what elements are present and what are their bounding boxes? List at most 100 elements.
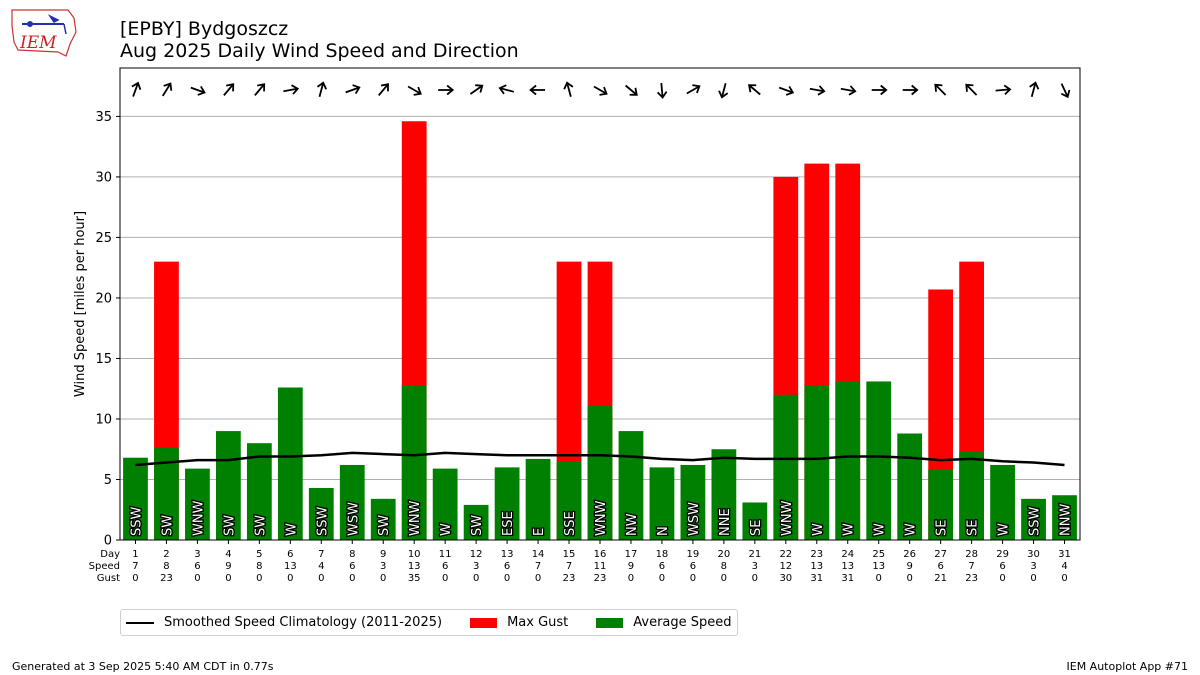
arrow-head <box>656 91 668 99</box>
average-speed-bar <box>618 431 644 540</box>
x-tick-label: 17 <box>625 549 638 560</box>
x-axis: DaySpeedGust1702823360490580613074086093… <box>89 540 1071 584</box>
direction-label: W <box>873 523 888 536</box>
legend-label-average-speed: Average Speed <box>633 615 732 630</box>
arrow-shaft <box>966 84 978 96</box>
x-tick-label: 6 <box>442 561 448 572</box>
x-tick-label: 7 <box>535 561 541 572</box>
x-tick-label: 5 <box>256 549 262 560</box>
direction-label: SE <box>966 520 981 536</box>
y-axis: 0 5 10 15 20 25 30 35 <box>95 110 120 549</box>
logo-anemometer-icon <box>27 21 33 27</box>
direction-arrow <box>498 84 515 95</box>
bars <box>123 121 1077 540</box>
x-tick-label: 9 <box>225 561 231 572</box>
direction-label: SSE <box>563 511 578 536</box>
legend-label-max-gust: Max Gust <box>507 615 569 630</box>
x-tick-label: 3 <box>1030 561 1036 572</box>
x-tick-label: 4 <box>318 561 324 572</box>
average-speed-bar <box>835 381 861 540</box>
arrow-head <box>748 84 757 93</box>
x-tick-label: 23 <box>563 573 576 584</box>
direction-arrow <box>934 83 947 96</box>
arrow-head <box>1029 81 1040 90</box>
arrow-shaft <box>190 86 205 94</box>
x-tick-label: 12 <box>470 549 483 560</box>
direction-label: ESE <box>501 511 516 536</box>
direction-label: WNW <box>594 500 609 536</box>
direction-arrow <box>686 84 701 95</box>
direction-label: NNE <box>718 508 733 536</box>
x-tick-label: 23 <box>160 573 173 584</box>
x-tick-label: 0 <box>380 573 386 584</box>
average-speed-bar <box>185 468 210 540</box>
legend-item-max-gust: Max Gust <box>470 615 568 630</box>
x-tick-label: 28 <box>965 549 978 560</box>
arrow-shaft <box>500 87 515 93</box>
y-tick-label: 5 <box>104 473 112 488</box>
logo-state-outline <box>11 9 77 57</box>
average-speed-bar <box>246 443 272 540</box>
arrow-shaft <box>748 84 761 96</box>
x-tick-label: 35 <box>408 573 421 584</box>
arrow-head <box>226 83 235 92</box>
direction-arrow <box>378 83 389 96</box>
direction-arrow <box>995 84 1012 95</box>
direction-labels: SSW SW WNW SW SW W SSW WSW SW WNW W SW ESE E SSE WNW NW N… <box>128 499 1075 537</box>
legend-swatch-climatology <box>126 621 154 624</box>
average-speed-bar <box>401 385 427 540</box>
x-tick-label: 0 <box>535 573 541 584</box>
arrow-shaft <box>1060 83 1069 97</box>
x-tick-label: 16 <box>594 549 607 560</box>
x-tick-label: 7 <box>318 549 324 560</box>
direction-label: W <box>811 523 826 536</box>
x-tick-label: 0 <box>504 573 510 584</box>
arrow-head <box>692 84 701 94</box>
x-tick-label: 26 <box>903 549 916 560</box>
direction-label: WNW <box>780 500 795 536</box>
direction-arrow <box>840 85 857 96</box>
arrow-shaft <box>935 84 947 96</box>
arrow-shaft <box>660 82 664 98</box>
x-tick-label: 7 <box>132 561 138 572</box>
x-tick-label: 0 <box>906 573 912 584</box>
x-tick-label: 9 <box>628 561 634 572</box>
direction-arrow <box>345 84 361 95</box>
arrow-head <box>352 84 361 95</box>
arrow-shaft <box>407 85 421 95</box>
x-tick-label: 0 <box>999 573 1005 584</box>
average-speed-bar <box>649 467 675 540</box>
arrow-head <box>413 86 422 96</box>
x-tick-label: 0 <box>752 573 758 584</box>
arrow-shaft <box>566 83 572 97</box>
direction-label: WNW <box>408 500 423 536</box>
x-tick-label: 23 <box>594 573 607 584</box>
arrow-head <box>131 81 142 90</box>
direction-arrow <box>469 84 484 95</box>
arrow-head <box>316 81 327 90</box>
direction-label: WNW <box>191 500 206 536</box>
x-tick-label: 31 <box>841 573 854 584</box>
y-tick-label: 0 <box>104 534 112 549</box>
direction-label: WSW <box>346 502 361 536</box>
average-speed-bar <box>494 467 520 540</box>
average-speed-bar <box>556 461 582 540</box>
average-speed-bar <box>525 458 551 540</box>
direction-arrow <box>254 83 266 96</box>
arrow-head <box>380 83 389 92</box>
direction-arrow <box>778 85 795 96</box>
direction-label: SE <box>935 520 950 536</box>
direction-label: N <box>656 526 671 536</box>
x-tick-label: 3 <box>752 561 758 572</box>
x-tick-label: 0 <box>876 573 882 584</box>
arrow-head <box>446 84 455 96</box>
arrow-head <box>498 84 507 95</box>
x-tick-label: 6 <box>937 561 943 572</box>
legend-swatch-max-gust <box>470 617 498 628</box>
x-tick-label: 8 <box>163 561 169 572</box>
arrow-shaft <box>345 86 360 94</box>
x-tick-label: 13 <box>501 549 514 560</box>
x-tick-label: 22 <box>779 549 792 560</box>
arrow-head <box>911 84 919 96</box>
x-tick-label: 12 <box>779 561 792 572</box>
